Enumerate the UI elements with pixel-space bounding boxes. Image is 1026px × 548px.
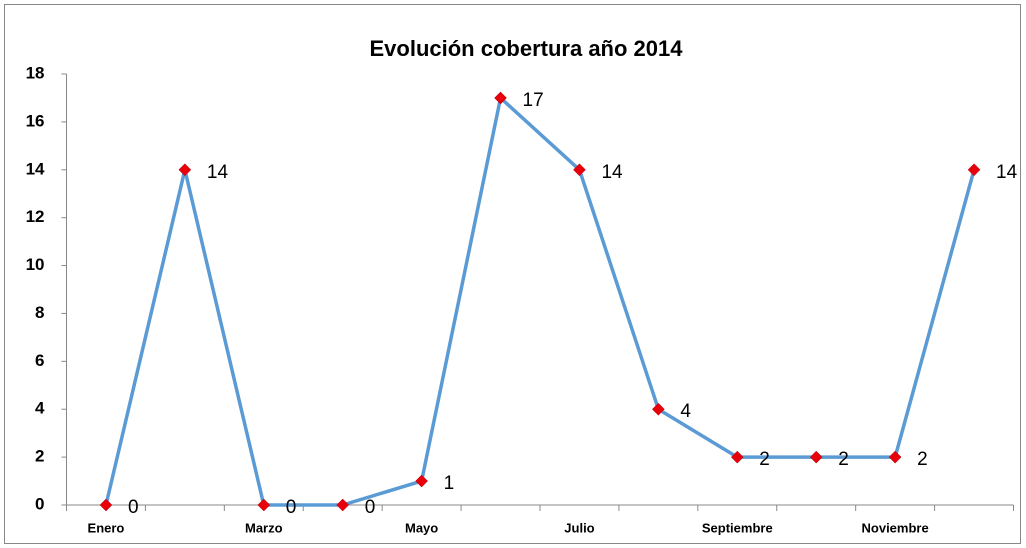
y-tick-label: 16 [26,111,45,130]
data-label: 17 [523,90,544,111]
line [104,96,976,507]
marker [809,450,823,464]
y-tick-label: 4 [35,399,45,418]
x-tick-label: Septiembre [702,520,773,535]
data-label: 0 [365,497,376,518]
x-tick-label: Enero [88,520,125,535]
data-label: 14 [996,162,1018,183]
x-tick-label: Julio [564,520,594,535]
chart-frame [4,4,1021,544]
marker [494,91,507,105]
data-label: 4 [680,401,691,422]
marker [652,402,665,416]
marker [257,498,271,512]
y-tick-label: 12 [26,207,45,226]
y-tick-label: 10 [26,255,45,274]
marker [730,450,744,464]
data-label: 1 [444,473,455,494]
data-label: 0 [286,497,297,518]
marker [336,498,350,512]
x-tick-label: Mayo [405,520,438,535]
y-tick-label: 8 [35,303,44,322]
chart-title: Evolución cobertura año 2014 [370,36,684,61]
data-label: 2 [838,449,849,470]
y-tick-label: 18 [26,63,45,82]
marker [967,163,981,177]
marker [573,163,586,177]
data-label: 2 [917,449,928,470]
data-label: 0 [128,497,139,518]
y-tick-label: 2 [35,447,44,466]
x-tick-label: Marzo [245,520,283,535]
y-tick-label: 6 [35,351,44,370]
marker [178,163,192,177]
marker [415,474,428,488]
x-tick-label: Noviembre [862,520,929,535]
y-tick-label: 0 [35,494,44,513]
y-tick-label: 14 [26,159,45,178]
data-label: 2 [759,449,770,470]
marker [888,450,902,464]
data-label: 14 [601,162,623,183]
marker [99,498,113,512]
data-label: 14 [207,162,229,183]
